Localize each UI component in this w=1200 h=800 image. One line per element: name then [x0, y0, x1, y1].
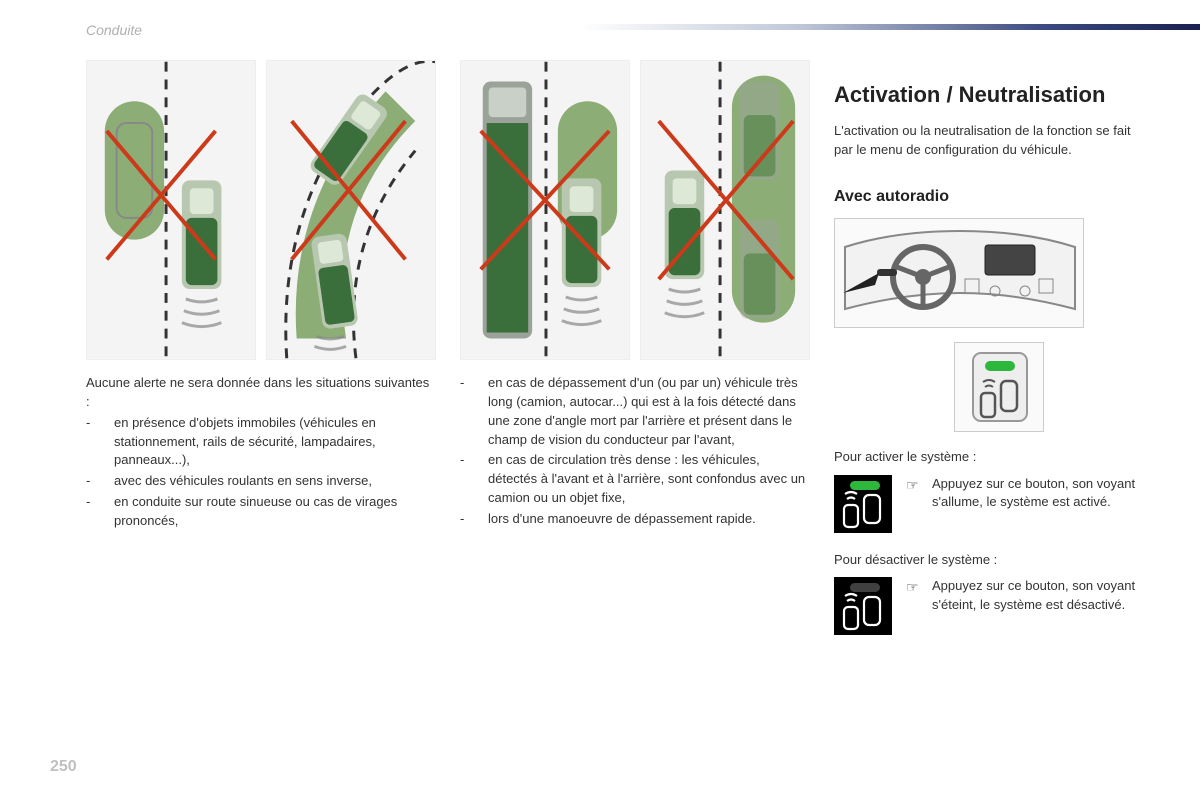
diagram-curve: [266, 60, 436, 360]
right-intro: L'activation ou la neutralisation de la …: [834, 122, 1138, 160]
left-bullet-0: en présence d'objets immobiles (véhicule…: [114, 414, 436, 471]
diagram-long-vehicle: [460, 60, 630, 360]
activate-label: Pour activer le système :: [834, 448, 1138, 467]
left-bullets: -en présence d'objets immobiles (véhicul…: [86, 414, 436, 531]
mid-bullet-1: en cas de circulation très dense : les v…: [488, 451, 810, 508]
dashboard-illustration: [834, 218, 1084, 328]
diagram-stationary: [86, 60, 256, 360]
blind-spot-inactive-icon: [834, 577, 892, 635]
diagrams-left: [86, 60, 436, 360]
button-illustration: [954, 342, 1044, 432]
column-middle: -en cas de dépassement d'un (ou par un) …: [460, 60, 810, 750]
left-intro: Aucune alerte ne sera donnée dans les si…: [86, 374, 436, 412]
deactivate-row: ☞ Appuyez sur ce bouton, son voyant s'ét…: [834, 577, 1138, 635]
section-label: Conduite: [86, 22, 142, 38]
left-bullet-2: en conduite sur route sinueuse ou cas de…: [114, 493, 436, 531]
blind-spot-active-icon: [834, 475, 892, 533]
mid-bullet-0: en cas de dépassement d'un (ou par un) v…: [488, 374, 810, 449]
mid-bullet-2: lors d'une manoeuvre de dépassement rapi…: [488, 510, 810, 529]
pointer-icon: ☞: [906, 475, 932, 513]
column-right: Activation / Neutralisation L'activation…: [834, 60, 1138, 750]
diagram-dense-traffic: [640, 60, 810, 360]
header-gradient-bar: [580, 24, 1200, 30]
deactivate-text: Appuyez sur ce bouton, son voyant s'étei…: [932, 577, 1138, 615]
page-number: 250: [50, 758, 77, 776]
page-header: Conduite: [0, 22, 1200, 40]
mid-bullets: -en cas de dépassement d'un (ou par un) …: [460, 374, 810, 529]
activate-text: Appuyez sur ce bouton, son voyant s'allu…: [932, 475, 1138, 513]
deactivate-label: Pour désactiver le système :: [834, 551, 1138, 570]
column-left: Aucune alerte ne sera donnée dans les si…: [86, 60, 436, 750]
subsection-title: Avec autoradio: [834, 188, 1138, 206]
pointer-icon: ☞: [906, 577, 932, 615]
section-title: Activation / Neutralisation: [834, 82, 1138, 108]
left-bullet-1: avec des véhicules roulants en sens inve…: [114, 472, 436, 491]
activate-row: ☞ Appuyez sur ce bouton, son voyant s'al…: [834, 475, 1138, 533]
diagrams-mid: [460, 60, 810, 360]
page-content: Aucune alerte ne sera donnée dans les si…: [86, 60, 1138, 750]
